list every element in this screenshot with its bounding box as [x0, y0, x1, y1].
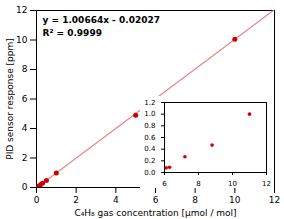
svg-text:0.6: 0.6	[144, 134, 156, 142]
svg-text:8: 8	[196, 180, 200, 188]
svg-text:0.8: 0.8	[144, 122, 155, 130]
svg-text:4: 4	[113, 195, 119, 205]
svg-text:1.0: 1.0	[144, 110, 155, 118]
svg-text:1.2: 1.2	[144, 99, 155, 107]
svg-text:8: 8	[22, 64, 28, 74]
svg-text:10: 10	[16, 35, 28, 45]
svg-text:0.2: 0.2	[144, 157, 155, 165]
svg-text:R² = 0.9999: R² = 0.9999	[43, 28, 102, 38]
svg-text:10: 10	[228, 180, 237, 188]
svg-text:0.0: 0.0	[144, 169, 155, 177]
svg-text:6: 6	[22, 94, 28, 104]
svg-text:PID sensor response [ppm]: PID sensor response [ppm]	[5, 38, 15, 160]
svg-text:6: 6	[153, 195, 159, 205]
svg-text:6: 6	[162, 180, 167, 188]
svg-text:10: 10	[229, 195, 241, 205]
svg-text:12: 12	[269, 195, 280, 205]
svg-text:2: 2	[22, 153, 28, 163]
svg-text:12: 12	[262, 180, 271, 188]
svg-text:8: 8	[192, 195, 198, 205]
svg-text:2: 2	[73, 195, 79, 205]
svg-text:0: 0	[34, 195, 40, 205]
svg-text:12: 12	[16, 5, 27, 15]
svg-text:y = 1.00664x - 0.02027: y = 1.00664x - 0.02027	[43, 15, 160, 25]
svg-text:0: 0	[22, 182, 28, 192]
svg-text:0.4: 0.4	[144, 145, 156, 153]
svg-text:4: 4	[22, 123, 28, 133]
svg-text:C₄H₈ gas concentration [μmol /: C₄H₈ gas concentration [μmol / mol]	[74, 208, 236, 218]
